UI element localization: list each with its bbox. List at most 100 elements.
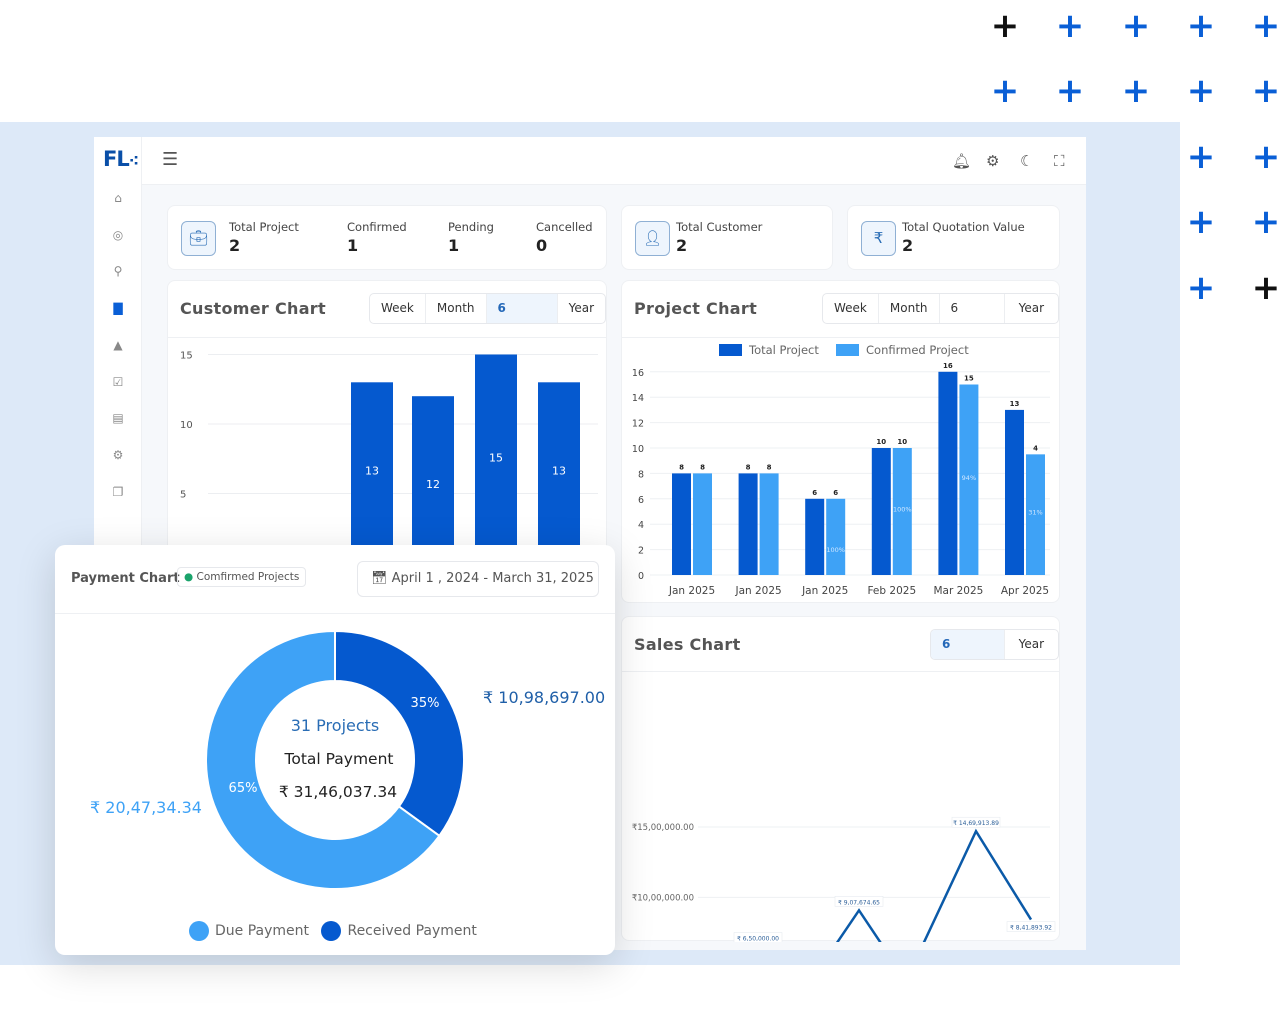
legend-swatch	[836, 344, 859, 356]
project-chart-card: Project Chart Week Month 6 month Year To…	[621, 280, 1060, 603]
sales-chart-card: Sales Chart 6 Month Year ₹ 0.00₹5,00,000…	[621, 616, 1060, 942]
bar-confirmed-project	[759, 473, 779, 575]
bar-percent-label: 100%	[826, 546, 845, 554]
project-count: 31 Projects	[291, 716, 380, 735]
plus-icon: +	[1186, 268, 1216, 308]
x-tick-label: Jan 2025	[801, 585, 848, 597]
tab-week[interactable]: Week	[370, 294, 426, 323]
plus-icon: +	[1121, 71, 1151, 111]
chart-title: Payment Chart	[71, 571, 180, 586]
bar-value-label: 6	[833, 489, 838, 497]
customer-chart-card: Customer Chart Week Month 6 month Year 5…	[167, 280, 607, 580]
y-tick-label: 4	[638, 520, 644, 531]
plus-icon: +	[1186, 202, 1216, 242]
x-tick-label: Feb 2025	[867, 585, 916, 597]
bar	[475, 354, 517, 579]
plus-icon: +	[1251, 71, 1280, 111]
chart-legend: Due Payment Received Payment	[189, 921, 477, 941]
center-title: Total Payment	[284, 750, 394, 768]
stat-label: Total Quotation Value	[902, 220, 1025, 234]
chart-title: Customer Chart	[180, 299, 326, 318]
checkbox-icon[interactable]: ☑	[112, 374, 124, 389]
plus-icon: +	[1121, 6, 1151, 46]
briefcase-icon: 💼︎	[181, 221, 216, 256]
copy-icon[interactable]: ❐	[112, 484, 124, 499]
legend-label: Confirmed Project	[866, 343, 969, 357]
document-icon[interactable]: ▇	[113, 301, 123, 316]
bar-value-label: 13	[552, 464, 566, 477]
range-tabs: 6 Month Year	[930, 629, 1059, 660]
tab-month[interactable]: Month	[426, 294, 487, 323]
bar-total-project	[1005, 409, 1024, 575]
data-label-box	[951, 816, 1001, 828]
x-tick-label: Jan 2025	[734, 585, 781, 597]
tab-week[interactable]: Week	[823, 294, 879, 323]
bell-icon[interactable]: 🔔︎	[952, 152, 972, 170]
menu-icon[interactable]: ☰	[162, 149, 179, 170]
stat-label: Confirmed	[347, 220, 407, 234]
date-range-value: April 1 , 2024 - March 31, 2025	[391, 571, 594, 586]
bar-total-project	[738, 473, 758, 575]
invoice-icon[interactable]: ▤	[112, 411, 124, 426]
data-label-box	[834, 896, 884, 907]
tab-6-month[interactable]: 6 Month	[931, 630, 1005, 659]
bar-value-label: 13	[1010, 400, 1020, 408]
data-label: ₹ 6,50,000.00	[737, 936, 779, 942]
plus-icon: +	[1186, 71, 1216, 111]
fullscreen-icon[interactable]: ⛶	[1054, 152, 1065, 170]
rupee-icon: ₹	[861, 221, 896, 256]
settings-icon[interactable]: ⚙	[986, 152, 1000, 170]
bar-value-label: 8	[700, 463, 705, 471]
dashboard-window: FL⁖ ⌂ ◎ ⚲ ▇ ▲ ☑ ▤ ⚙ ❐ ☰ 🔔︎ ⚙ ☾ ⛶ 💼︎ Total Projec…	[94, 137, 1086, 950]
bar-value-label: 8	[767, 463, 772, 471]
plus-icon: +	[990, 6, 1020, 46]
tab-year[interactable]: Year	[568, 301, 594, 315]
y-tick-label: 5	[180, 490, 186, 501]
legend-swatch	[321, 921, 342, 941]
tab-month[interactable]: Month	[879, 294, 940, 323]
y-tick-label: 0	[638, 571, 644, 582]
donut-slice	[334, 629, 465, 838]
legend-swatch	[719, 344, 742, 356]
plus-icon: +	[1186, 137, 1216, 177]
slice-percent-label: 65%	[229, 781, 258, 796]
plus-icon: +	[1251, 6, 1280, 46]
user-check-icon[interactable]: ⚲	[113, 264, 123, 279]
tab-year[interactable]: Year	[1018, 301, 1044, 315]
x-tick-label: Apr 2025	[1001, 585, 1049, 597]
moon-icon[interactable]: ☾	[1020, 152, 1034, 170]
bar-confirmed-project	[826, 498, 846, 575]
bar-value-label: 8	[679, 463, 684, 471]
logo[interactable]: FL⁖	[103, 147, 139, 171]
y-tick-label: 10	[632, 444, 644, 455]
home-icon[interactable]: ⌂	[114, 191, 122, 205]
bar-value-label: 13	[365, 464, 379, 477]
plus-icon: +	[990, 71, 1020, 111]
data-label-box	[1006, 921, 1056, 932]
data-label-box	[733, 932, 783, 942]
quotation-stats-card: ₹ Total Quotation Value 2	[847, 205, 1060, 270]
bar-percent-label: 94%	[962, 474, 976, 482]
badge-label: Comfirmed Projects	[196, 571, 300, 583]
stat-label: Cancelled	[536, 220, 593, 234]
briefcase-icon[interactable]: ▲	[113, 337, 123, 352]
bar-value-label: 16	[943, 362, 953, 370]
stat-value: 1	[347, 236, 359, 255]
user-circle-icon[interactable]: ◎	[112, 227, 124, 242]
tab-year[interactable]: Year	[1018, 637, 1044, 651]
status-dot-icon: ●	[184, 571, 194, 583]
status-badge: ● Comfirmed Projects	[177, 567, 307, 587]
tab-6-month[interactable]: 6 month	[486, 294, 558, 323]
tab-6-month[interactable]: 6 month	[940, 294, 1005, 323]
date-range-picker[interactable]: 📅︎ April 1 , 2024 - March 31, 2025	[357, 561, 599, 597]
stat-label: Total Customer	[676, 220, 763, 234]
range-tabs: Week Month 6 month Year	[369, 293, 606, 324]
data-label: ₹ 8,41,893.92	[1010, 925, 1052, 932]
customer-stats-card: 👤︎ Total Customer 2	[621, 205, 833, 270]
range-tabs: Week Month 6 month Year	[822, 293, 1059, 324]
stat-label: Total Project	[229, 220, 299, 234]
settings-icon[interactable]: ⚙	[112, 447, 124, 462]
plus-icon: +	[1186, 6, 1216, 46]
payment-chart-card: Payment Chart ● Comfirmed Projects 📅︎ Ap…	[55, 545, 615, 955]
chart-title: Project Chart	[634, 299, 758, 318]
